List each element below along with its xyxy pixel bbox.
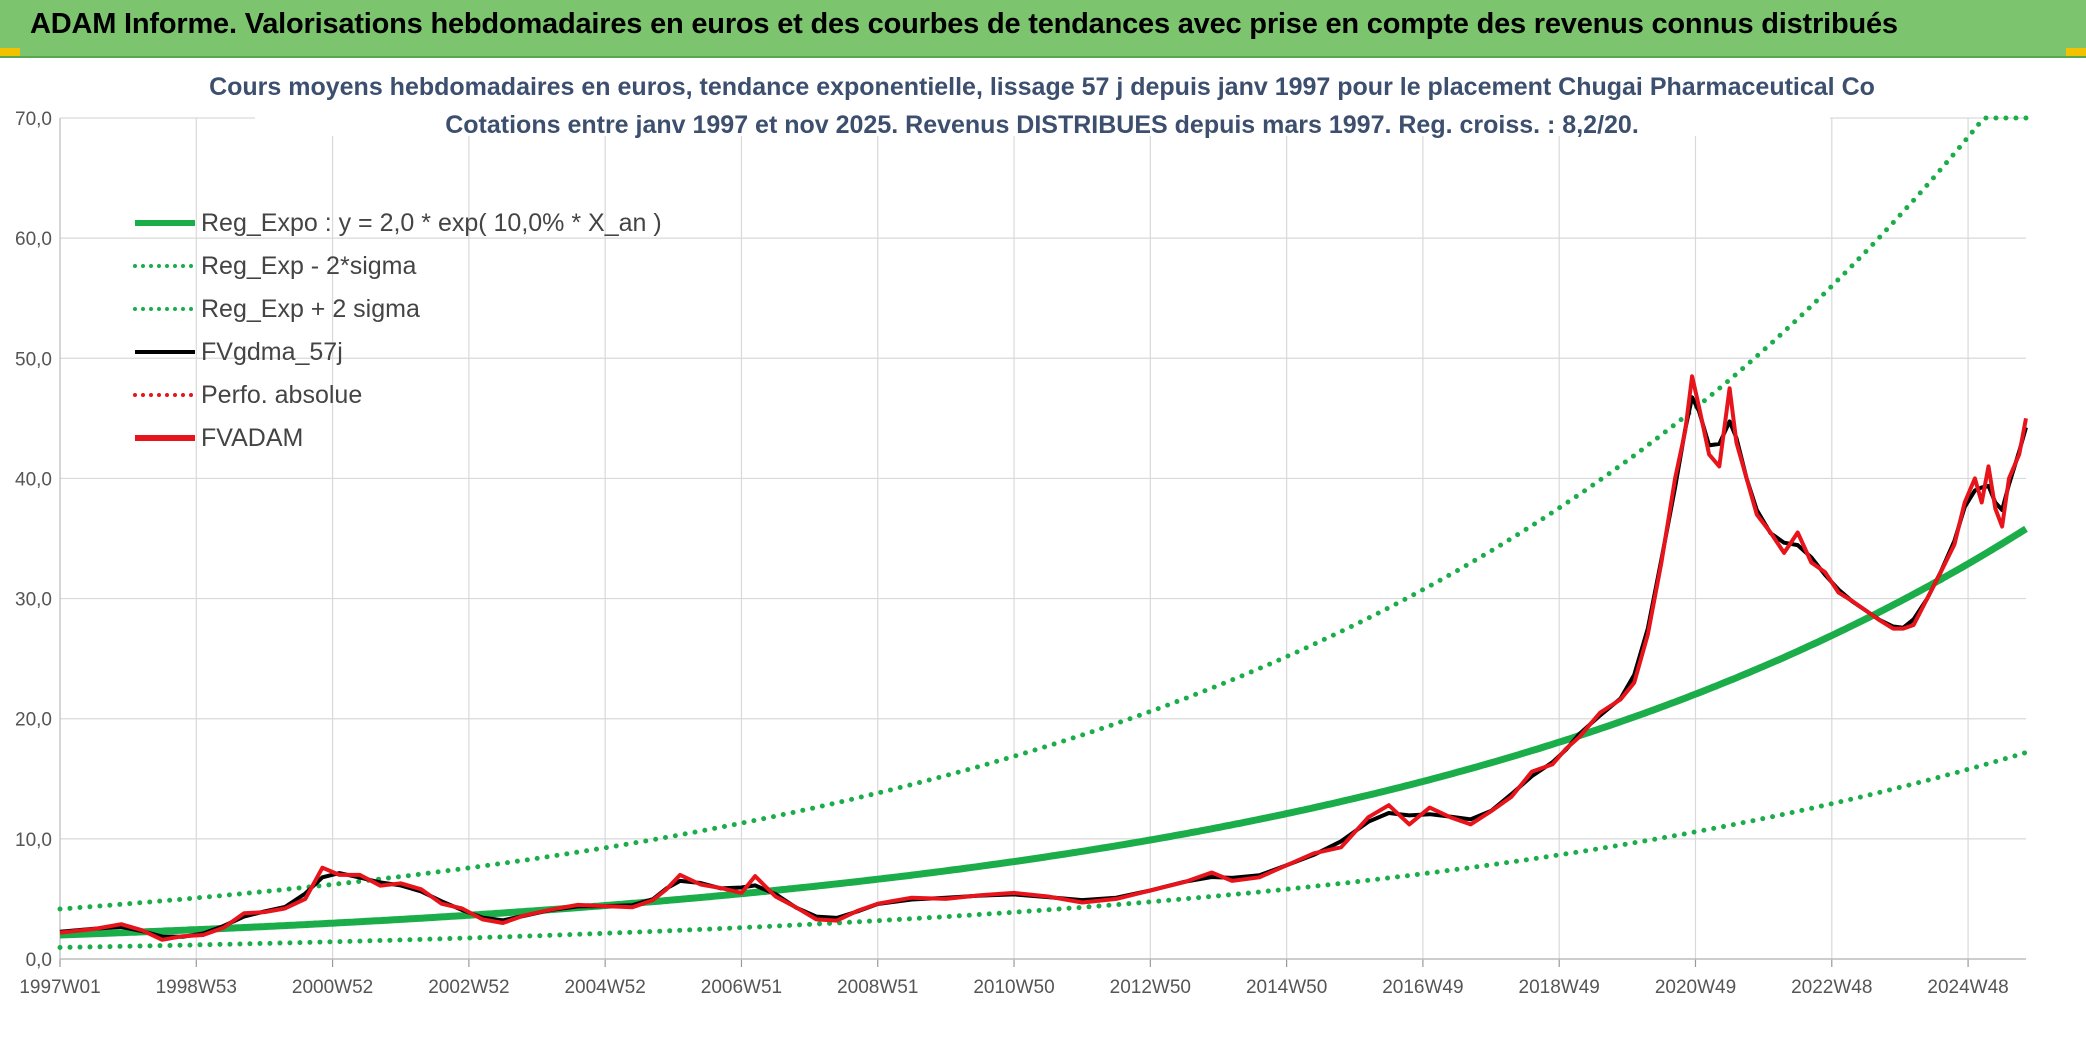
legend-label: Perfo. absolue — [201, 381, 362, 409]
x-tick-label: 2000W52 — [292, 977, 373, 998]
y-tick-label: 0,0 — [26, 950, 52, 971]
y-tick-label: 70,0 — [15, 109, 52, 130]
reg-exp-minus-2sigma-line — [57, 750, 2029, 950]
y-tick-label: 30,0 — [15, 590, 52, 611]
y-axis: 0,0 10,0 20,0 30,0 40,0 50,0 60,0 70,0 — [15, 109, 61, 971]
grid — [59, 117, 2026, 960]
report-banner: ADAM Informe. Valorisations hebdomadaire… — [0, 0, 2086, 58]
title-background — [255, 64, 1830, 136]
legend-label: Reg_Expo : y = 2,0 * exp( 10,0% * X_an ) — [201, 209, 662, 237]
x-tick-label: 2012W50 — [1110, 977, 1191, 998]
legend-label: FVADAM — [201, 424, 303, 452]
x-tick-label: 2008W51 — [837, 977, 918, 998]
x-tick-label: 2002W52 — [428, 977, 509, 998]
x-tick-label: 2022W48 — [1791, 977, 1872, 998]
legend-label: Reg_Exp - 2*sigma — [201, 252, 416, 280]
corner-mark-right — [2066, 48, 2086, 56]
legend-label: Reg_Exp + 2 sigma — [201, 295, 420, 323]
y-tick-label: 20,0 — [15, 710, 52, 731]
price-chart: 0,010,020,030,040,050,060,070,0 1997W01 1… — [15, 64, 2029, 998]
x-tick-label: 2018W49 — [1519, 977, 1600, 998]
x-tick-label: 1997W01 — [19, 977, 100, 998]
chart-title-line-2: Cotations entre janv 1997 et nov 2025. R… — [445, 111, 1639, 139]
corner-mark-left — [0, 48, 20, 56]
chart-title-line-1: Cours moyens hebdomadaires en euros, ten… — [209, 73, 1875, 101]
x-tick-label: 2014W50 — [1246, 977, 1327, 998]
x-tick-label: 2016W49 — [1382, 977, 1463, 998]
x-tick-label: 1998W53 — [156, 977, 237, 998]
plot-area — [57, 115, 2029, 950]
x-tick-label: 2010W50 — [973, 977, 1054, 998]
x-tick-label: 2020W49 — [1655, 977, 1736, 998]
legend: Reg_Expo : y = 2,0 * exp( 10,0% * X_an )… — [133, 209, 662, 452]
chart-frame: 0,0 10,0 20,0 30,0 40,0 50,0 60,0 70,0 1997W01 1… — [0, 58, 2086, 1037]
y-tick-label: 50,0 — [15, 349, 52, 370]
y-tick-label: 10,0 — [15, 830, 52, 851]
y-tick-label: 60,0 — [15, 229, 52, 250]
fvadam-line — [59, 374, 2028, 942]
chart-title-block: Cours moyens hebdomadaires en euros, ten… — [209, 64, 1875, 139]
x-tick-label: 2024W48 — [1927, 977, 2008, 998]
x-tick-label: 2006W51 — [701, 977, 782, 998]
reg-expo-line — [59, 525, 2028, 939]
report-title: ADAM Informe. Valorisations hebdomadaire… — [30, 8, 1898, 40]
y-tick-label: 40,0 — [15, 469, 52, 490]
x-tick-label: 2004W52 — [564, 977, 645, 998]
x-axis: 1997W01 1998W53 2000W52 2002W52 2004W52 2006W… — [19, 958, 2026, 998]
legend-label: FVgdma_57j — [201, 338, 343, 366]
